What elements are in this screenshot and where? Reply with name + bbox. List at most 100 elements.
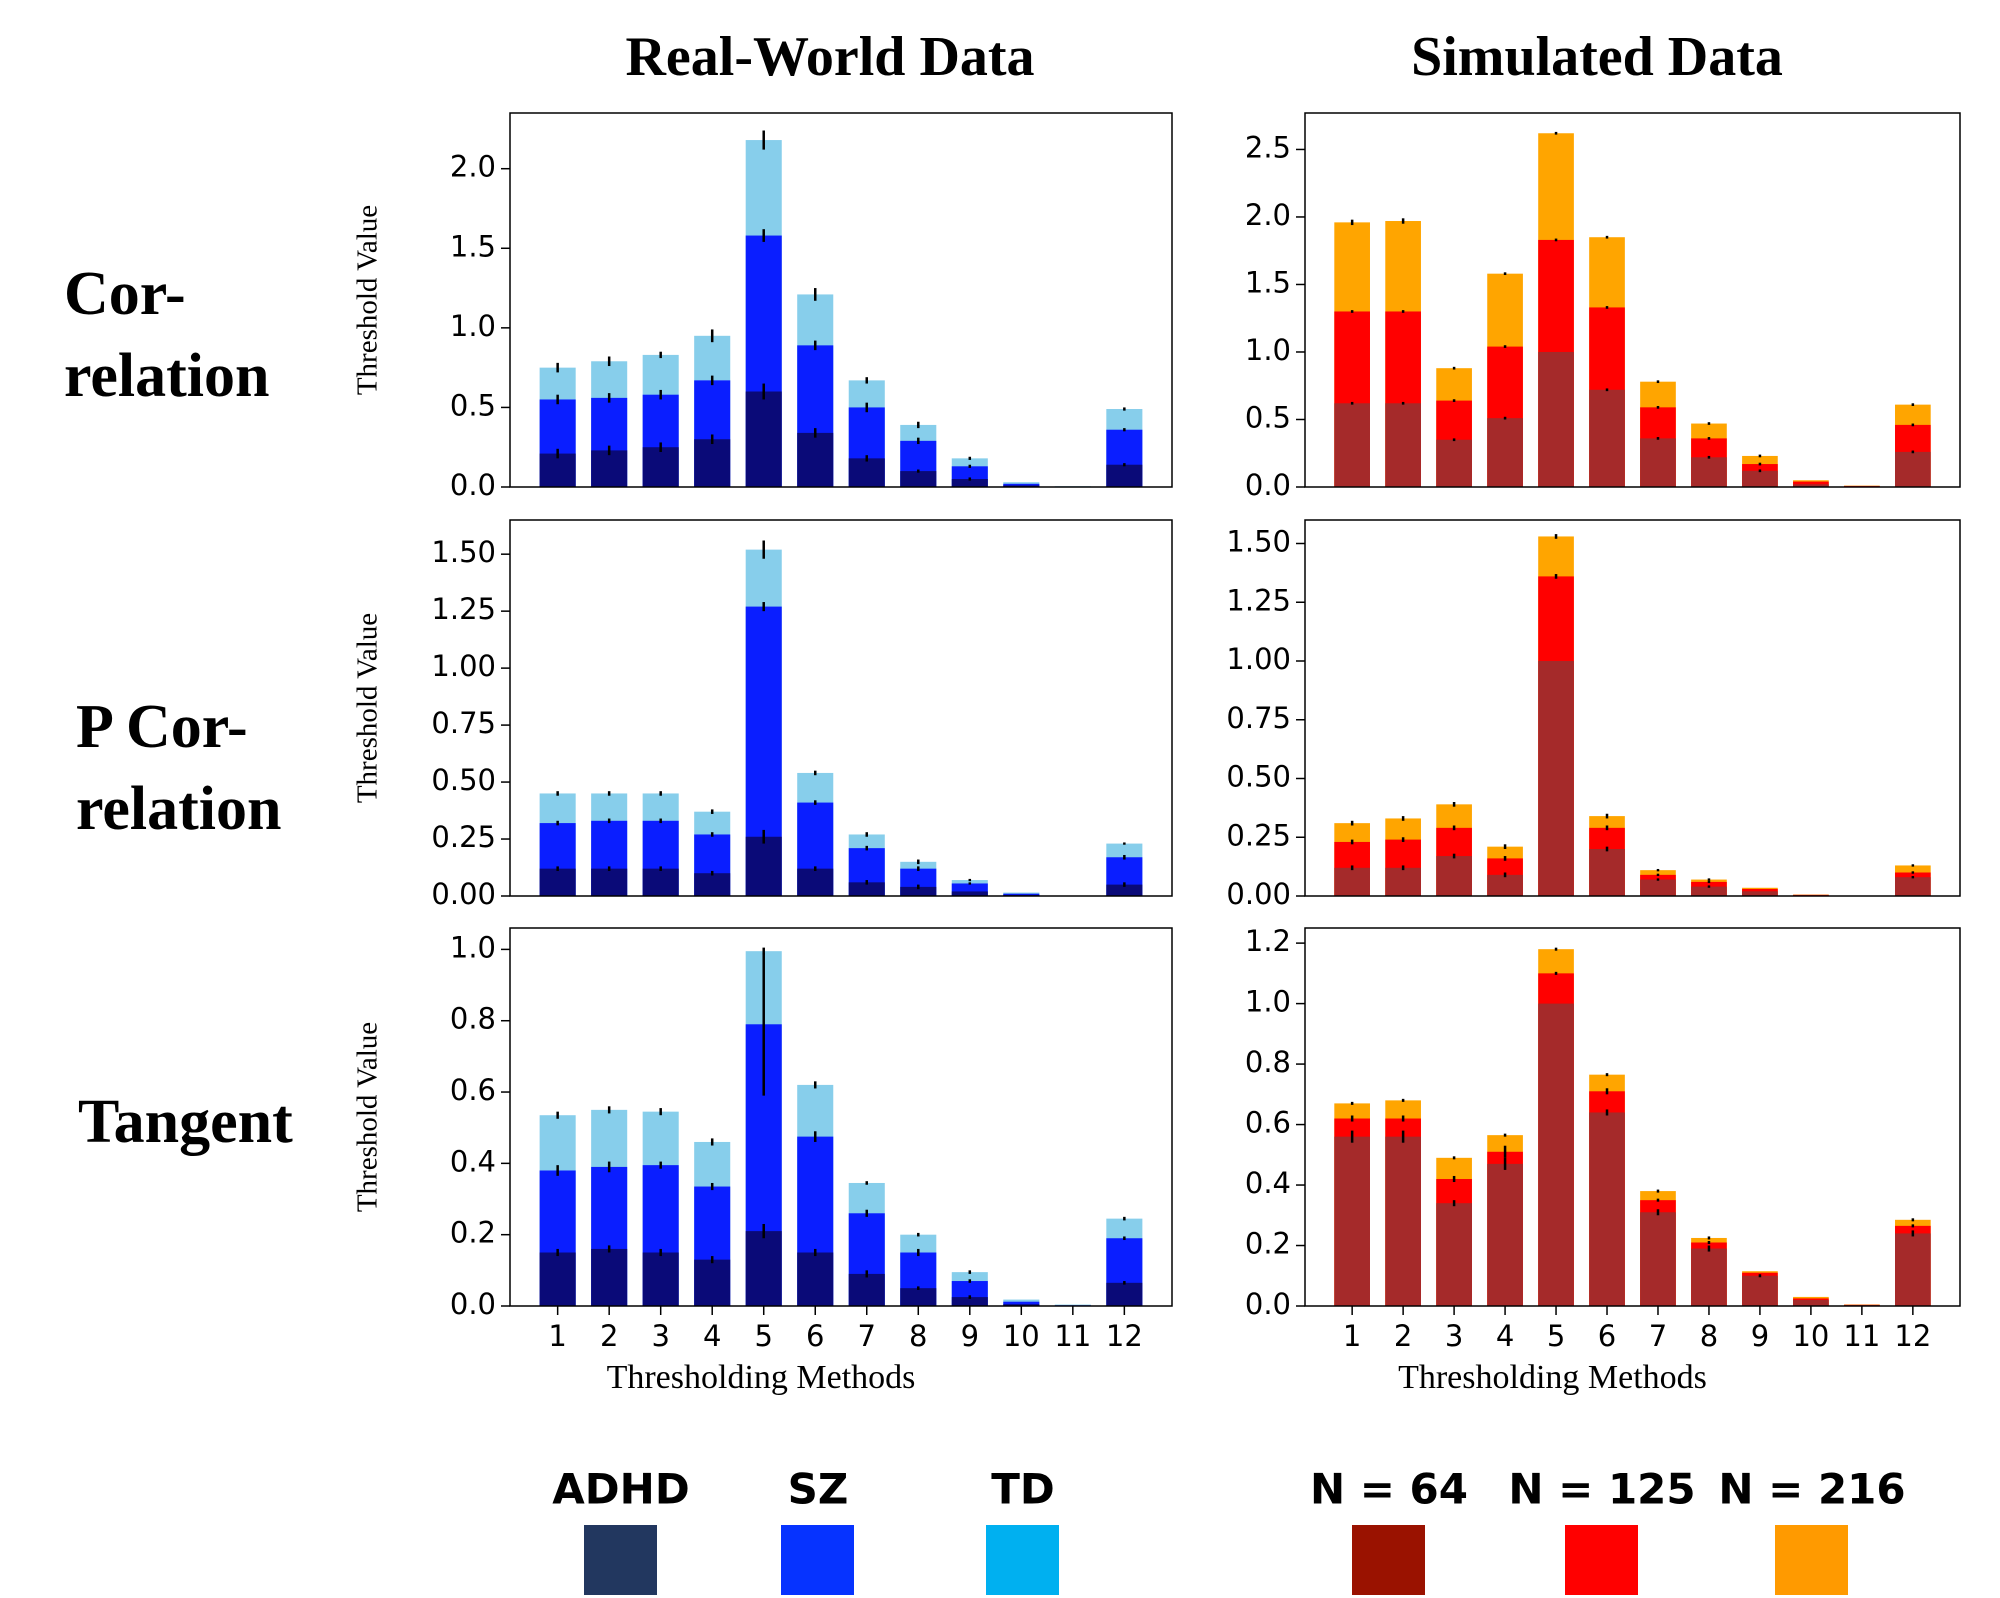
row-label: P Cor- xyxy=(76,693,248,761)
x-tick-label: 4 xyxy=(703,1319,721,1353)
bar xyxy=(1691,1248,1727,1306)
y-axis-label: Threshold Value xyxy=(352,1022,384,1212)
bar xyxy=(1691,457,1727,487)
y-tick-label: 0.25 xyxy=(1226,818,1291,852)
y-tick-label: 0.75 xyxy=(1226,701,1291,735)
legend-swatch xyxy=(1565,1525,1638,1595)
y-tick-label: 0.25 xyxy=(431,820,496,854)
row-label: relation xyxy=(64,342,270,410)
x-tick-label: 5 xyxy=(1547,1319,1565,1353)
bar xyxy=(1003,1301,1040,1306)
bar xyxy=(1106,884,1143,896)
plot-frame xyxy=(509,112,1173,488)
bar xyxy=(1793,1299,1829,1306)
bar xyxy=(848,458,885,487)
plot-frame xyxy=(1304,112,1961,488)
x-tick-label: 4 xyxy=(1496,1319,1514,1353)
x-tick-label: 8 xyxy=(1700,1319,1718,1353)
x-tick-label: 11 xyxy=(1843,1319,1880,1353)
y-tick-label: 0.0 xyxy=(450,468,496,502)
plot-frame xyxy=(509,927,1173,1307)
bar xyxy=(1742,891,1778,896)
y-tick-label: 0.00 xyxy=(431,877,496,911)
bar xyxy=(951,479,988,487)
y-tick-label: 0.0 xyxy=(1245,468,1291,502)
bar xyxy=(1436,1203,1472,1306)
bar xyxy=(1742,470,1778,487)
legend-label: ADHD xyxy=(552,1465,689,1514)
bar xyxy=(848,882,885,896)
x-tick-label: 2 xyxy=(1394,1319,1412,1353)
bar xyxy=(1793,481,1829,487)
bar xyxy=(797,1252,834,1306)
x-tick-label: 7 xyxy=(858,1319,876,1353)
bar xyxy=(745,836,782,896)
x-tick-label: 5 xyxy=(754,1319,772,1353)
bar xyxy=(539,1252,576,1306)
bar xyxy=(1334,867,1370,896)
bar xyxy=(1691,886,1727,896)
bar xyxy=(591,868,628,896)
y-tick-label: 0.8 xyxy=(450,1002,496,1036)
bar xyxy=(745,1231,782,1306)
bar xyxy=(745,391,782,487)
y-tick-label: 1.25 xyxy=(431,592,496,626)
bar xyxy=(900,471,937,487)
y-tick-label: 0.0 xyxy=(1245,1287,1291,1321)
bar xyxy=(1589,849,1625,896)
bar xyxy=(1385,867,1421,896)
bar xyxy=(900,1288,937,1306)
y-tick-label: 0.4 xyxy=(450,1144,496,1178)
y-tick-label: 0.75 xyxy=(431,706,496,740)
y-tick-label: 1.50 xyxy=(1226,525,1291,559)
y-tick-label: 1.0 xyxy=(450,309,496,343)
legend-swatch xyxy=(584,1525,657,1595)
row-label: Tangent xyxy=(78,1088,293,1156)
y-tick-label: 1.5 xyxy=(1245,265,1291,299)
legend-label: TD xyxy=(991,1465,1055,1514)
bar xyxy=(694,1259,731,1306)
y-tick-label: 2.5 xyxy=(1245,130,1291,164)
x-tick-label: 12 xyxy=(1106,1319,1143,1353)
bar xyxy=(1640,879,1676,896)
legend-label: SZ xyxy=(788,1465,849,1514)
legend-label: N = 64 xyxy=(1310,1465,1468,1514)
bar xyxy=(1003,485,1040,487)
x-tick-label: 10 xyxy=(1792,1319,1829,1353)
bar xyxy=(1640,1212,1676,1306)
bar xyxy=(539,868,576,896)
bar xyxy=(642,447,679,487)
x-tick-label: 9 xyxy=(1751,1319,1769,1353)
bar xyxy=(1436,439,1472,487)
bar xyxy=(1106,1282,1143,1306)
column-title: Simulated Data xyxy=(1411,26,1783,88)
plot-frame xyxy=(1304,927,1961,1307)
bar xyxy=(1895,1233,1931,1306)
y-tick-label: 1.00 xyxy=(1226,642,1291,676)
x-tick-label: 3 xyxy=(1445,1319,1463,1353)
column-title: Real-World Data xyxy=(625,26,1034,88)
y-tick-label: 0.8 xyxy=(1245,1045,1291,1079)
bar xyxy=(1334,1136,1370,1306)
plot-frame xyxy=(1304,519,1961,897)
x-tick-label: 7 xyxy=(1649,1319,1667,1353)
bar xyxy=(1589,389,1625,487)
bar xyxy=(1895,877,1931,896)
bar xyxy=(1487,418,1523,487)
y-tick-label: 1.00 xyxy=(431,649,496,683)
y-tick-label: 0.5 xyxy=(450,388,496,422)
bar xyxy=(1106,464,1143,487)
bar xyxy=(694,439,731,487)
legend-swatch xyxy=(1775,1525,1848,1595)
x-tick-label: 1 xyxy=(548,1319,566,1353)
bar xyxy=(848,1273,885,1306)
bar xyxy=(1385,1136,1421,1306)
legend-swatch xyxy=(781,1525,854,1595)
y-tick-label: 1.2 xyxy=(1245,924,1291,958)
x-tick-label: 2 xyxy=(600,1319,618,1353)
row-label: Cor- xyxy=(64,260,186,328)
y-tick-label: 0.5 xyxy=(1245,400,1291,434)
bar xyxy=(1640,438,1676,487)
bar xyxy=(951,1297,988,1306)
